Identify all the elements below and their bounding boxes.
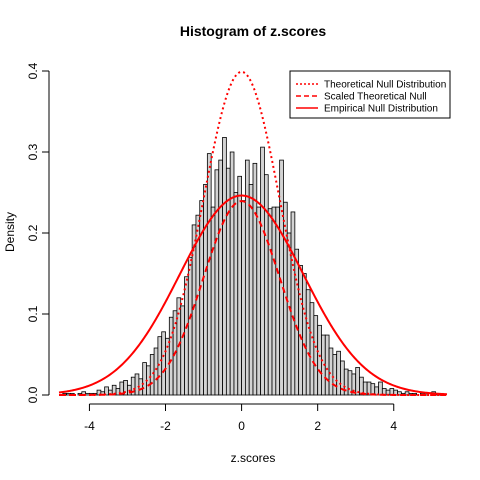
histogram-bar <box>290 211 296 396</box>
y-tick-label: 0.4 <box>26 62 40 79</box>
histogram-bar <box>294 248 300 396</box>
histogram-bar <box>241 200 246 396</box>
x-axis-ticks: -4 -2 0 2 4 <box>84 404 397 433</box>
histogram-bar <box>149 354 155 396</box>
histogram-bar <box>184 276 189 396</box>
histogram-bar <box>134 373 140 396</box>
histogram-bar <box>85 392 90 396</box>
histogram-bar <box>229 151 235 396</box>
histogram-bar <box>222 137 227 396</box>
histogram-bar <box>298 264 303 396</box>
histogram-bar <box>157 336 163 396</box>
histogram-bar <box>218 159 223 396</box>
histogram-bar <box>302 273 307 396</box>
x-tick-label: 0 <box>238 419 245 433</box>
histogram-bar <box>355 367 360 396</box>
histogram-bar <box>271 206 277 396</box>
histogram-bar <box>264 174 269 396</box>
histogram-bars <box>62 137 444 396</box>
x-tick-label: -4 <box>84 419 95 433</box>
x-tick-label: 2 <box>314 419 321 433</box>
legend-label: Theoretical Null Distribution <box>324 80 446 91</box>
y-tick-label: 0.3 <box>26 143 40 160</box>
x-tick-label: -2 <box>160 419 171 433</box>
y-axis-ticks: 0.0 0.1 0.2 0.3 0.4 <box>26 62 49 403</box>
x-tick-label: 4 <box>390 419 397 433</box>
histogram-bar <box>206 153 212 396</box>
legend-label: Empirical Null Distribution <box>324 104 438 115</box>
y-tick-label: 0.0 <box>26 386 40 403</box>
histogram-bar <box>233 192 239 396</box>
histogram-bar <box>378 381 383 396</box>
histogram-bar <box>153 347 159 396</box>
density-curve <box>59 200 447 396</box>
histogram-bar <box>210 206 216 396</box>
histogram-bar <box>275 206 281 396</box>
histogram-bar <box>214 169 220 396</box>
histogram-bar <box>328 347 334 396</box>
y-tick-label: 0.2 <box>26 224 40 241</box>
histogram-bar <box>180 305 185 396</box>
x-axis-label: z.scores <box>231 451 276 465</box>
density-curve <box>58 194 448 396</box>
histogram-bar <box>252 162 258 396</box>
y-axis-label: Density <box>3 212 17 252</box>
histogram-bar <box>203 183 208 396</box>
histogram-bar <box>313 315 319 396</box>
histogram-bar <box>256 206 261 396</box>
histogram-bar <box>336 350 341 396</box>
histogram-bar <box>267 208 273 396</box>
histogram-bar <box>286 232 292 396</box>
density-curves <box>58 70 448 396</box>
legend-label: Scaled Theoretical Null <box>324 92 427 103</box>
histogram-bar <box>161 331 166 396</box>
histogram-bar <box>305 289 311 396</box>
histogram-bar <box>332 354 338 396</box>
legend-box <box>289 70 451 119</box>
histogram-bar <box>168 316 174 396</box>
histogram-bar <box>187 256 193 396</box>
chart-title: Histogram of z.scores <box>180 23 326 39</box>
y-tick-label: 0.1 <box>26 305 40 322</box>
histogram-bar <box>237 175 242 396</box>
histogram-bar <box>142 362 147 396</box>
histogram-bar <box>309 302 315 396</box>
histogram-bar <box>248 183 254 396</box>
histogram-bar <box>260 146 265 396</box>
histogram-bar <box>324 334 330 396</box>
